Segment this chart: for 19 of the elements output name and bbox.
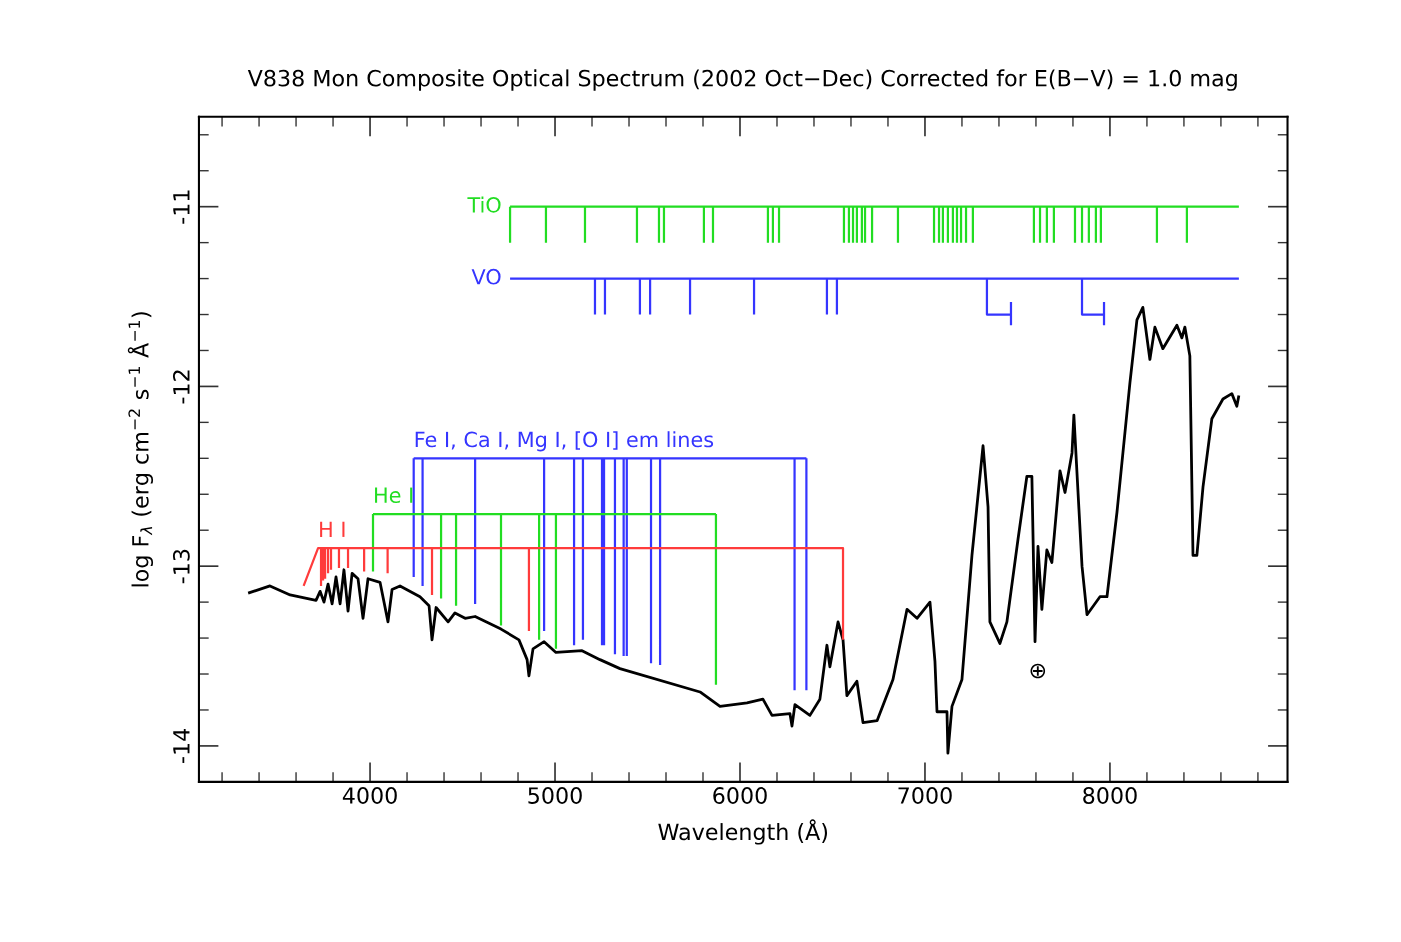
x-tick-label: 4000	[342, 787, 397, 804]
series-label: He I	[375, 487, 413, 504]
series-label: TiO	[467, 196, 501, 213]
line-series	[246, 305, 1241, 755]
y-tick-label: -14	[173, 729, 190, 763]
x-tick-label: 7000	[898, 787, 952, 804]
y-tick-label: -12	[172, 370, 190, 404]
y-tick-label: -13	[172, 549, 190, 584]
chart-title: V838 Mon Composite Optical Spectrum (2002 Oct−Dec) Corrected for E(B−V) = 1.0 mag	[247, 69, 1237, 91]
annotation: ⊕	[1030, 663, 1046, 679]
series-label: H I	[320, 521, 345, 537]
text: log F$_{λ}$ (erg cm$^{−2}$ s$^{−1}$ Å$^{−1}$)	[127, 312, 154, 587]
x-tick-label: 6000	[713, 787, 767, 804]
x-tick-label: 5000	[528, 787, 582, 804]
series-label: Fe I, Ca I, Mg I, [O I] em lines	[415, 431, 714, 452]
x-axis-title: Wavelength (Å)	[658, 819, 828, 845]
series-label: VO	[471, 268, 501, 285]
x-tick-label: 8000	[1083, 787, 1137, 804]
y-tick-label: -11	[173, 190, 190, 224]
